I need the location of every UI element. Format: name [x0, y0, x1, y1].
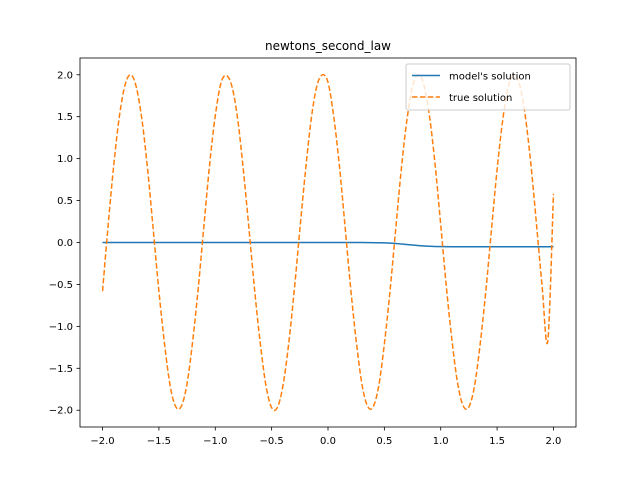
- x-tick-label: −2.0: [90, 436, 114, 447]
- legend: model's solution true solution: [405, 63, 571, 111]
- axes: −2.0 −1.5 −1.0 −0.5 0.0 0.5 1.0 1.5 2.0 −2.0 −1.5…: [49, 57, 577, 447]
- x-tick-label: −1.5: [147, 436, 171, 447]
- legend-box: [405, 63, 571, 111]
- x-tick-label: −1.0: [203, 436, 227, 447]
- x-tick-label: 2.0: [546, 436, 562, 447]
- y-tick-label: −2.0: [49, 406, 73, 417]
- x-axis-ticks: −2.0 −1.5 −1.0 −0.5 0.0 0.5 1.0 1.5 2.0: [90, 427, 561, 447]
- x-tick-label: −0.5: [259, 436, 283, 447]
- y-tick-label: −1.5: [49, 364, 73, 375]
- x-tick-label: 1.0: [433, 436, 449, 447]
- x-tick-label: 0.0: [320, 436, 336, 447]
- legend-label-true-solution: true solution: [449, 93, 512, 104]
- series-line-0: [102, 241, 554, 248]
- y-tick-label: 0.5: [57, 196, 73, 207]
- x-tick-label: 0.5: [376, 436, 392, 447]
- y-tick-label: 1.5: [57, 112, 73, 123]
- y-tick-label: 0.0: [57, 238, 73, 249]
- y-tick-label: 1.0: [57, 154, 73, 165]
- series-layer: [101, 73, 555, 412]
- y-tick-label: −0.5: [49, 280, 73, 291]
- y-tick-label: 2.0: [57, 70, 73, 81]
- series-line-1: [101, 73, 555, 412]
- legend-label-model-solution: model's solution: [449, 72, 531, 83]
- chart-title: newtons_second_law: [265, 39, 391, 53]
- x-tick-label: 1.5: [489, 436, 505, 447]
- y-tick-label: −1.0: [49, 322, 73, 333]
- y-axis-ticks: −2.0 −1.5 −1.0 −0.5 0.0 0.5 1.0 1.5 2.0: [49, 70, 80, 417]
